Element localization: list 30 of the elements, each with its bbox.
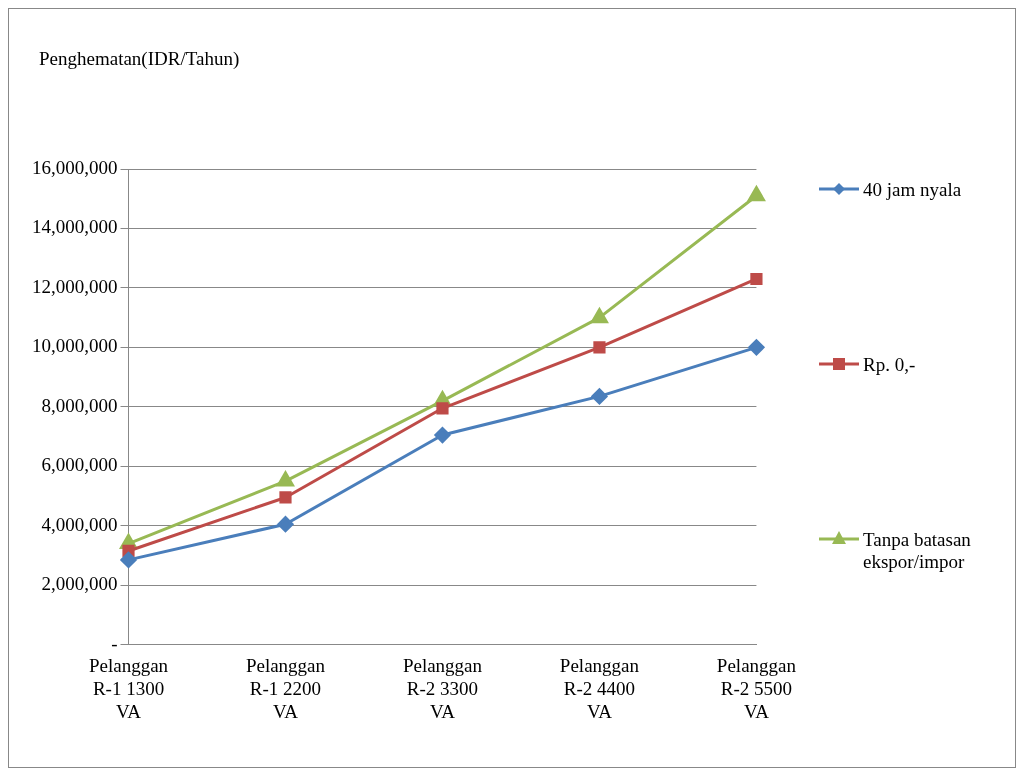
x-tick-label: Pelanggan R-2 3300 VA bbox=[402, 654, 483, 722]
y-tick-label: 2,000,000 bbox=[41, 573, 118, 595]
legend-label: Rp. 0,- bbox=[863, 354, 916, 376]
legend-label: Tanpa batasan ekspor/impor bbox=[863, 529, 972, 573]
point bbox=[277, 516, 294, 533]
y-tick-label: 8,000,000 bbox=[41, 394, 118, 416]
y-tick-label: 16,000,000 bbox=[32, 156, 118, 178]
x-tick-label: Pelanggan R-1 1300 VA bbox=[88, 654, 169, 722]
point bbox=[748, 339, 765, 356]
point bbox=[279, 491, 292, 504]
x-tick-label: Pelanggan R-2 5500 VA bbox=[716, 654, 797, 722]
point bbox=[434, 427, 451, 444]
y-tick-label: 12,000,000 bbox=[32, 275, 118, 297]
legend-label: 40 jam nyala bbox=[863, 179, 962, 201]
y-tick-label: 14,000,000 bbox=[32, 216, 118, 238]
y-tick-label: 4,000,000 bbox=[41, 513, 118, 535]
point bbox=[748, 186, 765, 202]
y-tick-label: 10,000,000 bbox=[32, 335, 118, 357]
point bbox=[277, 471, 294, 487]
point bbox=[593, 341, 606, 354]
y-tick-label: - bbox=[111, 632, 118, 654]
point bbox=[591, 308, 608, 324]
y-tick-label: 6,000,000 bbox=[41, 454, 118, 476]
x-tick-label: Pelanggan R-1 2200 VA bbox=[245, 654, 326, 722]
point bbox=[120, 551, 137, 568]
point bbox=[750, 272, 763, 286]
x-tick-label: Pelanggan R-2 4400 VA bbox=[559, 654, 640, 722]
point bbox=[436, 402, 449, 415]
point bbox=[591, 388, 608, 405]
y-axis-title: Penghematan(IDR/Tahun) bbox=[39, 48, 240, 71]
